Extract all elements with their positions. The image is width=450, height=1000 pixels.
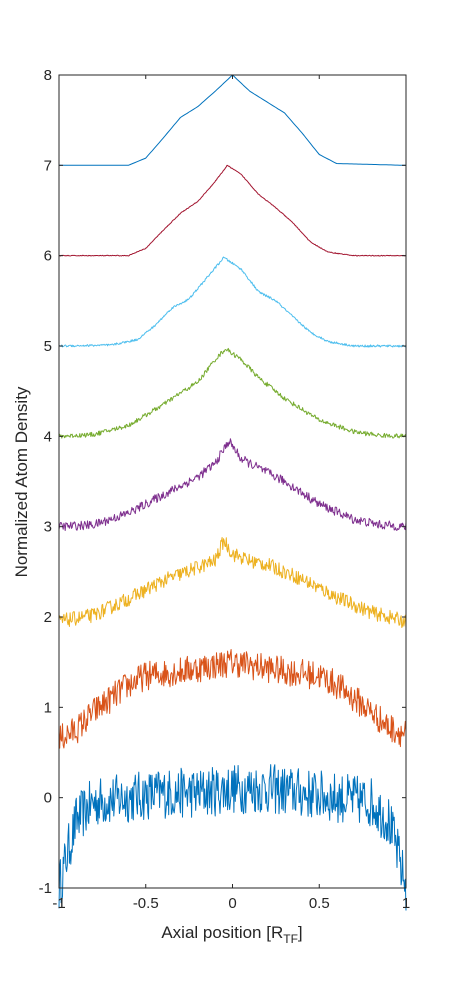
plot-area xyxy=(59,75,406,888)
x-tick-label: -1 xyxy=(52,895,65,912)
series-line-3 xyxy=(58,537,407,628)
y-axis-label: Normalized Atom Density xyxy=(12,386,31,577)
x-axis-label-end: ] xyxy=(298,923,303,942)
y-tick-label: 1 xyxy=(44,699,52,716)
series-line-1 xyxy=(58,764,407,911)
y-tick-label: 5 xyxy=(44,338,52,355)
series-line-5 xyxy=(58,347,407,439)
y-tick-label: 2 xyxy=(44,609,52,626)
y-tick-label: 7 xyxy=(44,157,52,174)
series-line-7 xyxy=(58,164,407,257)
series-line-6 xyxy=(58,256,407,348)
ticks-layer: -1 -0.5 0 0.5 1 -1 0 1 2 3 4 5 6 7 8 xyxy=(39,67,411,912)
x-axis-label: Axial position [RTF] xyxy=(161,923,302,946)
y-tick-label: 6 xyxy=(44,248,52,265)
series-line-4 xyxy=(58,438,407,531)
x-tick-label: 0.5 xyxy=(309,895,330,912)
y-tick-label: 3 xyxy=(44,519,52,536)
x-axis-label-subscript: TF xyxy=(283,932,298,946)
y-tick-label: 0 xyxy=(44,790,52,807)
series-layer xyxy=(58,74,407,911)
series-line-2 xyxy=(58,649,407,749)
x-tick-label: 1 xyxy=(402,895,410,912)
y-tick-label: 8 xyxy=(44,67,52,84)
x-tick-label: -0.5 xyxy=(133,895,159,912)
y-tick-label: 4 xyxy=(44,428,52,445)
y-tick-label: -1 xyxy=(39,880,52,897)
x-tick-label: 0 xyxy=(228,895,236,912)
